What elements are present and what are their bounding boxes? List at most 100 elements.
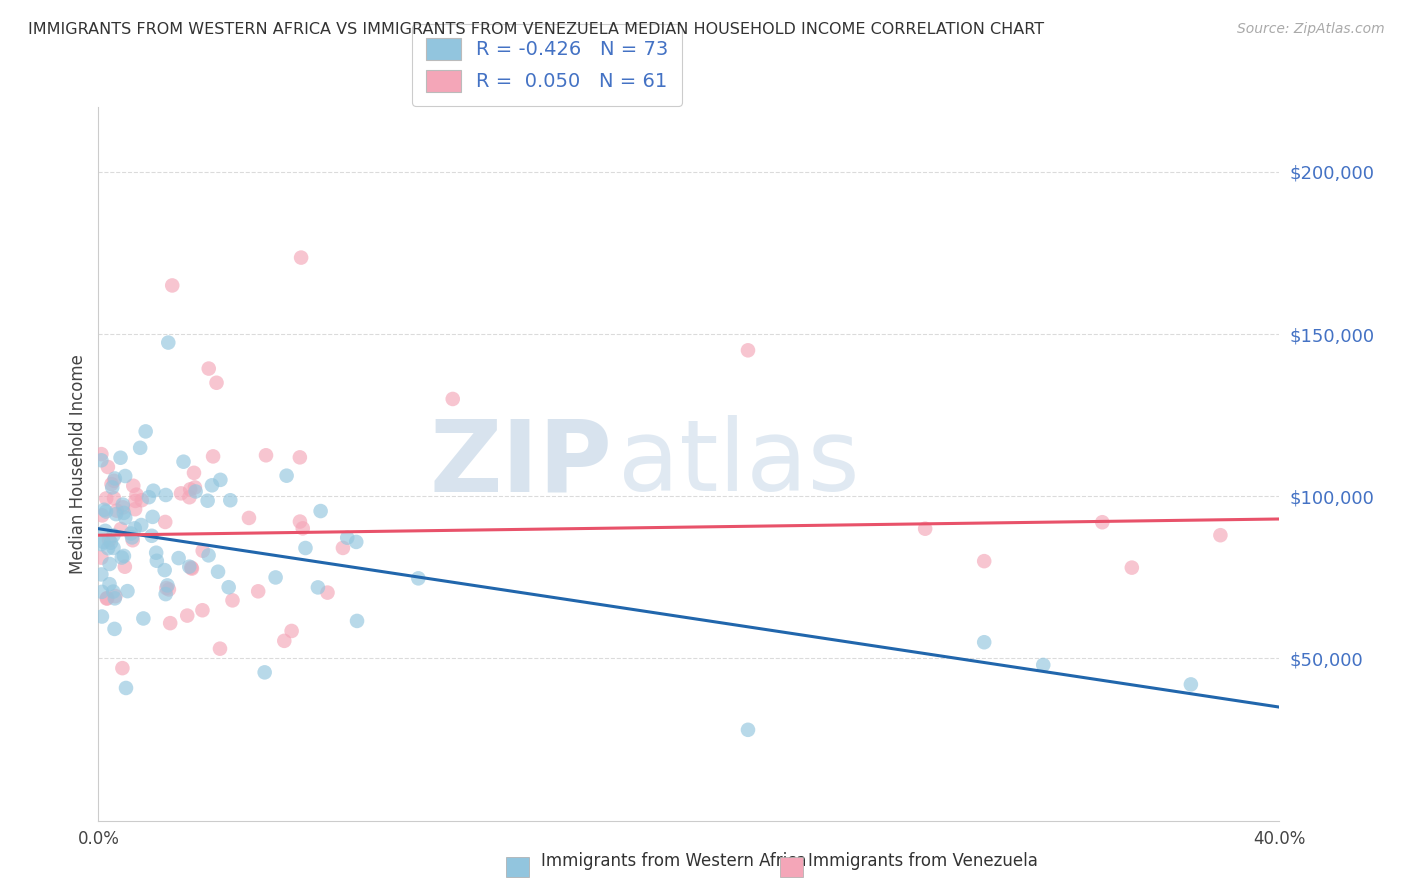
- Point: [105, 503, 128, 517]
- Point: [146, 554, 169, 568]
- Point: [191, 543, 214, 558]
- Point: [141, 529, 163, 543]
- Point: [101, 480, 124, 494]
- Point: [344, 535, 367, 549]
- Point: [332, 541, 354, 555]
- Point: [142, 509, 165, 524]
- Point: [183, 466, 205, 480]
- Point: [122, 479, 145, 493]
- Point: [209, 473, 232, 487]
- Point: [157, 582, 180, 597]
- Point: [197, 493, 219, 508]
- Point: [90, 609, 112, 624]
- Point: [135, 425, 157, 439]
- Point: [167, 551, 190, 566]
- Point: [288, 515, 311, 529]
- Point: [156, 578, 179, 592]
- Point: [111, 498, 134, 512]
- Point: [104, 589, 127, 603]
- Point: [90, 585, 112, 599]
- Point: [441, 392, 464, 406]
- Point: [973, 635, 995, 649]
- Point: [103, 622, 125, 636]
- Legend: R = -0.426   N = 73, R =  0.050   N = 61: R = -0.426 N = 73, R = 0.050 N = 61: [412, 24, 682, 106]
- Point: [103, 528, 125, 542]
- Point: [336, 531, 359, 545]
- Point: [1091, 515, 1114, 529]
- Point: [253, 665, 276, 680]
- Point: [90, 567, 112, 582]
- Point: [1180, 677, 1202, 691]
- Point: [170, 486, 193, 500]
- Point: [94, 504, 117, 518]
- Point: [290, 251, 312, 265]
- Point: [104, 591, 127, 606]
- Point: [91, 508, 114, 523]
- Point: [157, 335, 180, 350]
- Text: ZIP: ZIP: [429, 416, 612, 512]
- Point: [129, 441, 152, 455]
- Point: [291, 521, 314, 535]
- Point: [218, 580, 240, 594]
- Point: [142, 483, 165, 498]
- Point: [124, 521, 146, 535]
- Point: [98, 577, 121, 591]
- Point: [205, 376, 228, 390]
- Point: [307, 581, 329, 595]
- Point: [408, 571, 430, 585]
- Point: [114, 559, 136, 574]
- Point: [103, 474, 125, 488]
- Text: Source: ZipAtlas.com: Source: ZipAtlas.com: [1237, 22, 1385, 37]
- Point: [208, 641, 231, 656]
- Point: [111, 661, 134, 675]
- Point: [202, 450, 225, 464]
- Point: [184, 480, 207, 494]
- Point: [129, 518, 152, 533]
- Point: [201, 478, 224, 492]
- Point: [197, 549, 219, 563]
- Point: [155, 581, 177, 595]
- Point: [159, 616, 181, 631]
- Point: [973, 554, 995, 568]
- Point: [111, 550, 134, 565]
- Point: [219, 493, 242, 508]
- Point: [98, 557, 121, 571]
- Point: [110, 450, 132, 465]
- Point: [90, 447, 112, 461]
- Point: [155, 488, 177, 502]
- Point: [173, 455, 195, 469]
- Point: [124, 502, 146, 516]
- Point: [1032, 657, 1054, 672]
- Point: [247, 584, 270, 599]
- Text: Immigrants from Venezuela: Immigrants from Venezuela: [808, 852, 1038, 870]
- Point: [104, 471, 127, 485]
- Point: [112, 506, 135, 520]
- Point: [179, 559, 201, 574]
- Point: [294, 541, 316, 555]
- Point: [155, 515, 177, 529]
- Point: [155, 587, 177, 601]
- Point: [273, 633, 295, 648]
- Point: [121, 533, 143, 548]
- Point: [254, 448, 277, 462]
- Point: [914, 522, 936, 536]
- Text: Immigrants from Western Africa: Immigrants from Western Africa: [541, 852, 807, 870]
- Point: [110, 522, 132, 536]
- Point: [96, 591, 118, 606]
- Point: [197, 361, 219, 376]
- Point: [179, 490, 201, 504]
- Point: [100, 477, 122, 491]
- Point: [103, 491, 125, 506]
- Point: [97, 541, 120, 556]
- Point: [111, 500, 134, 515]
- Point: [121, 531, 143, 545]
- Text: IMMIGRANTS FROM WESTERN AFRICA VS IMMIGRANTS FROM VENEZUELA MEDIAN HOUSEHOLD INC: IMMIGRANTS FROM WESTERN AFRICA VS IMMIGR…: [28, 22, 1045, 37]
- Point: [180, 560, 202, 574]
- Point: [105, 507, 128, 521]
- Point: [153, 563, 176, 577]
- Point: [288, 450, 311, 465]
- Point: [280, 624, 302, 638]
- Point: [100, 535, 122, 549]
- Text: atlas: atlas: [619, 416, 859, 512]
- Point: [94, 524, 117, 538]
